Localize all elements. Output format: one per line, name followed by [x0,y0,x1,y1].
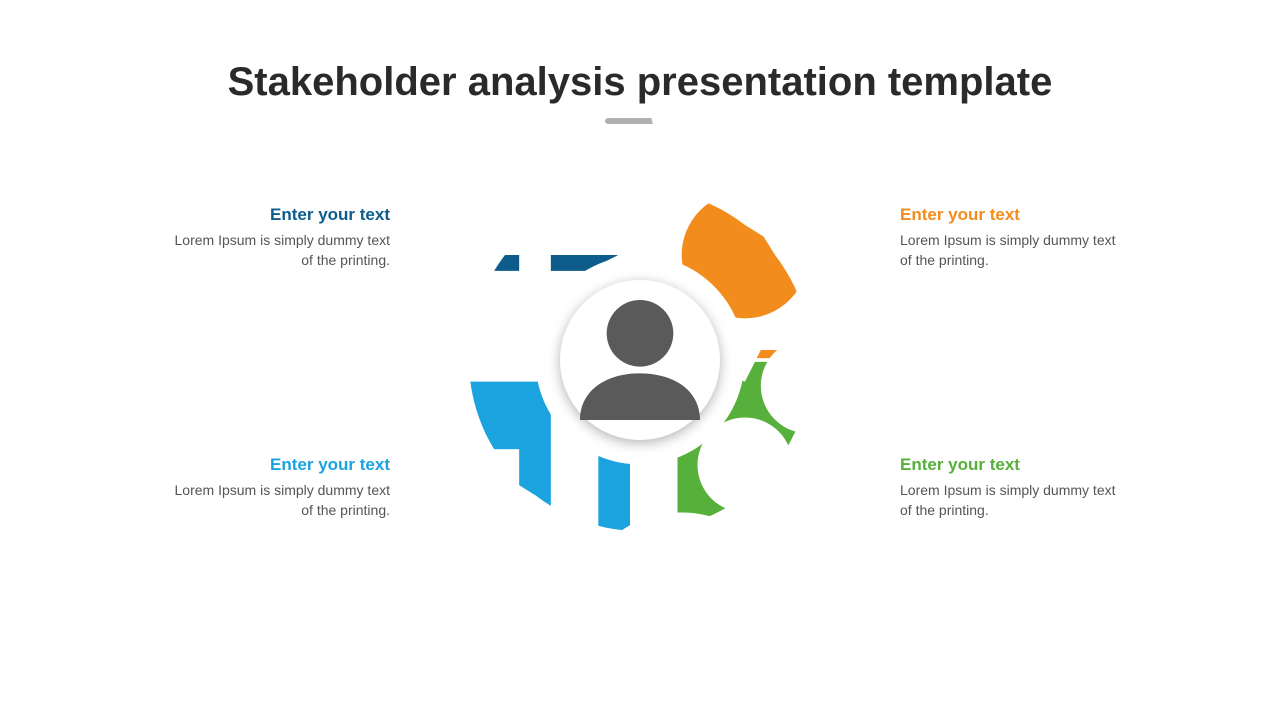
heading-tl: Enter your text [160,205,390,225]
body-br: Lorem Ipsum is simply dummy text of the … [900,481,1130,520]
circular-diagram [450,170,830,550]
person-silhouette-icon [560,280,720,440]
textblock-br: Enter your text Lorem Ipsum is simply du… [900,455,1130,520]
heading-tr: Enter your text [900,205,1130,225]
body-tl: Lorem Ipsum is simply dummy text of the … [160,231,390,270]
textblock-bl: Enter your text Lorem Ipsum is simply du… [160,455,390,520]
body-tr: Lorem Ipsum is simply dummy text of the … [900,231,1130,270]
heading-br: Enter your text [900,455,1130,475]
center-circle [560,280,720,440]
body-bl: Lorem Ipsum is simply dummy text of the … [160,481,390,520]
heading-bl: Enter your text [160,455,390,475]
textblock-tl: Enter your text Lorem Ipsum is simply du… [160,205,390,270]
textblock-tr: Enter your text Lorem Ipsum is simply du… [900,205,1130,270]
